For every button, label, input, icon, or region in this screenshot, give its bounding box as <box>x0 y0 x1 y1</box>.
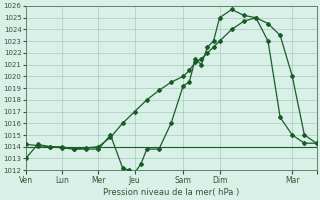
X-axis label: Pression niveau de la mer( hPa ): Pression niveau de la mer( hPa ) <box>103 188 239 197</box>
